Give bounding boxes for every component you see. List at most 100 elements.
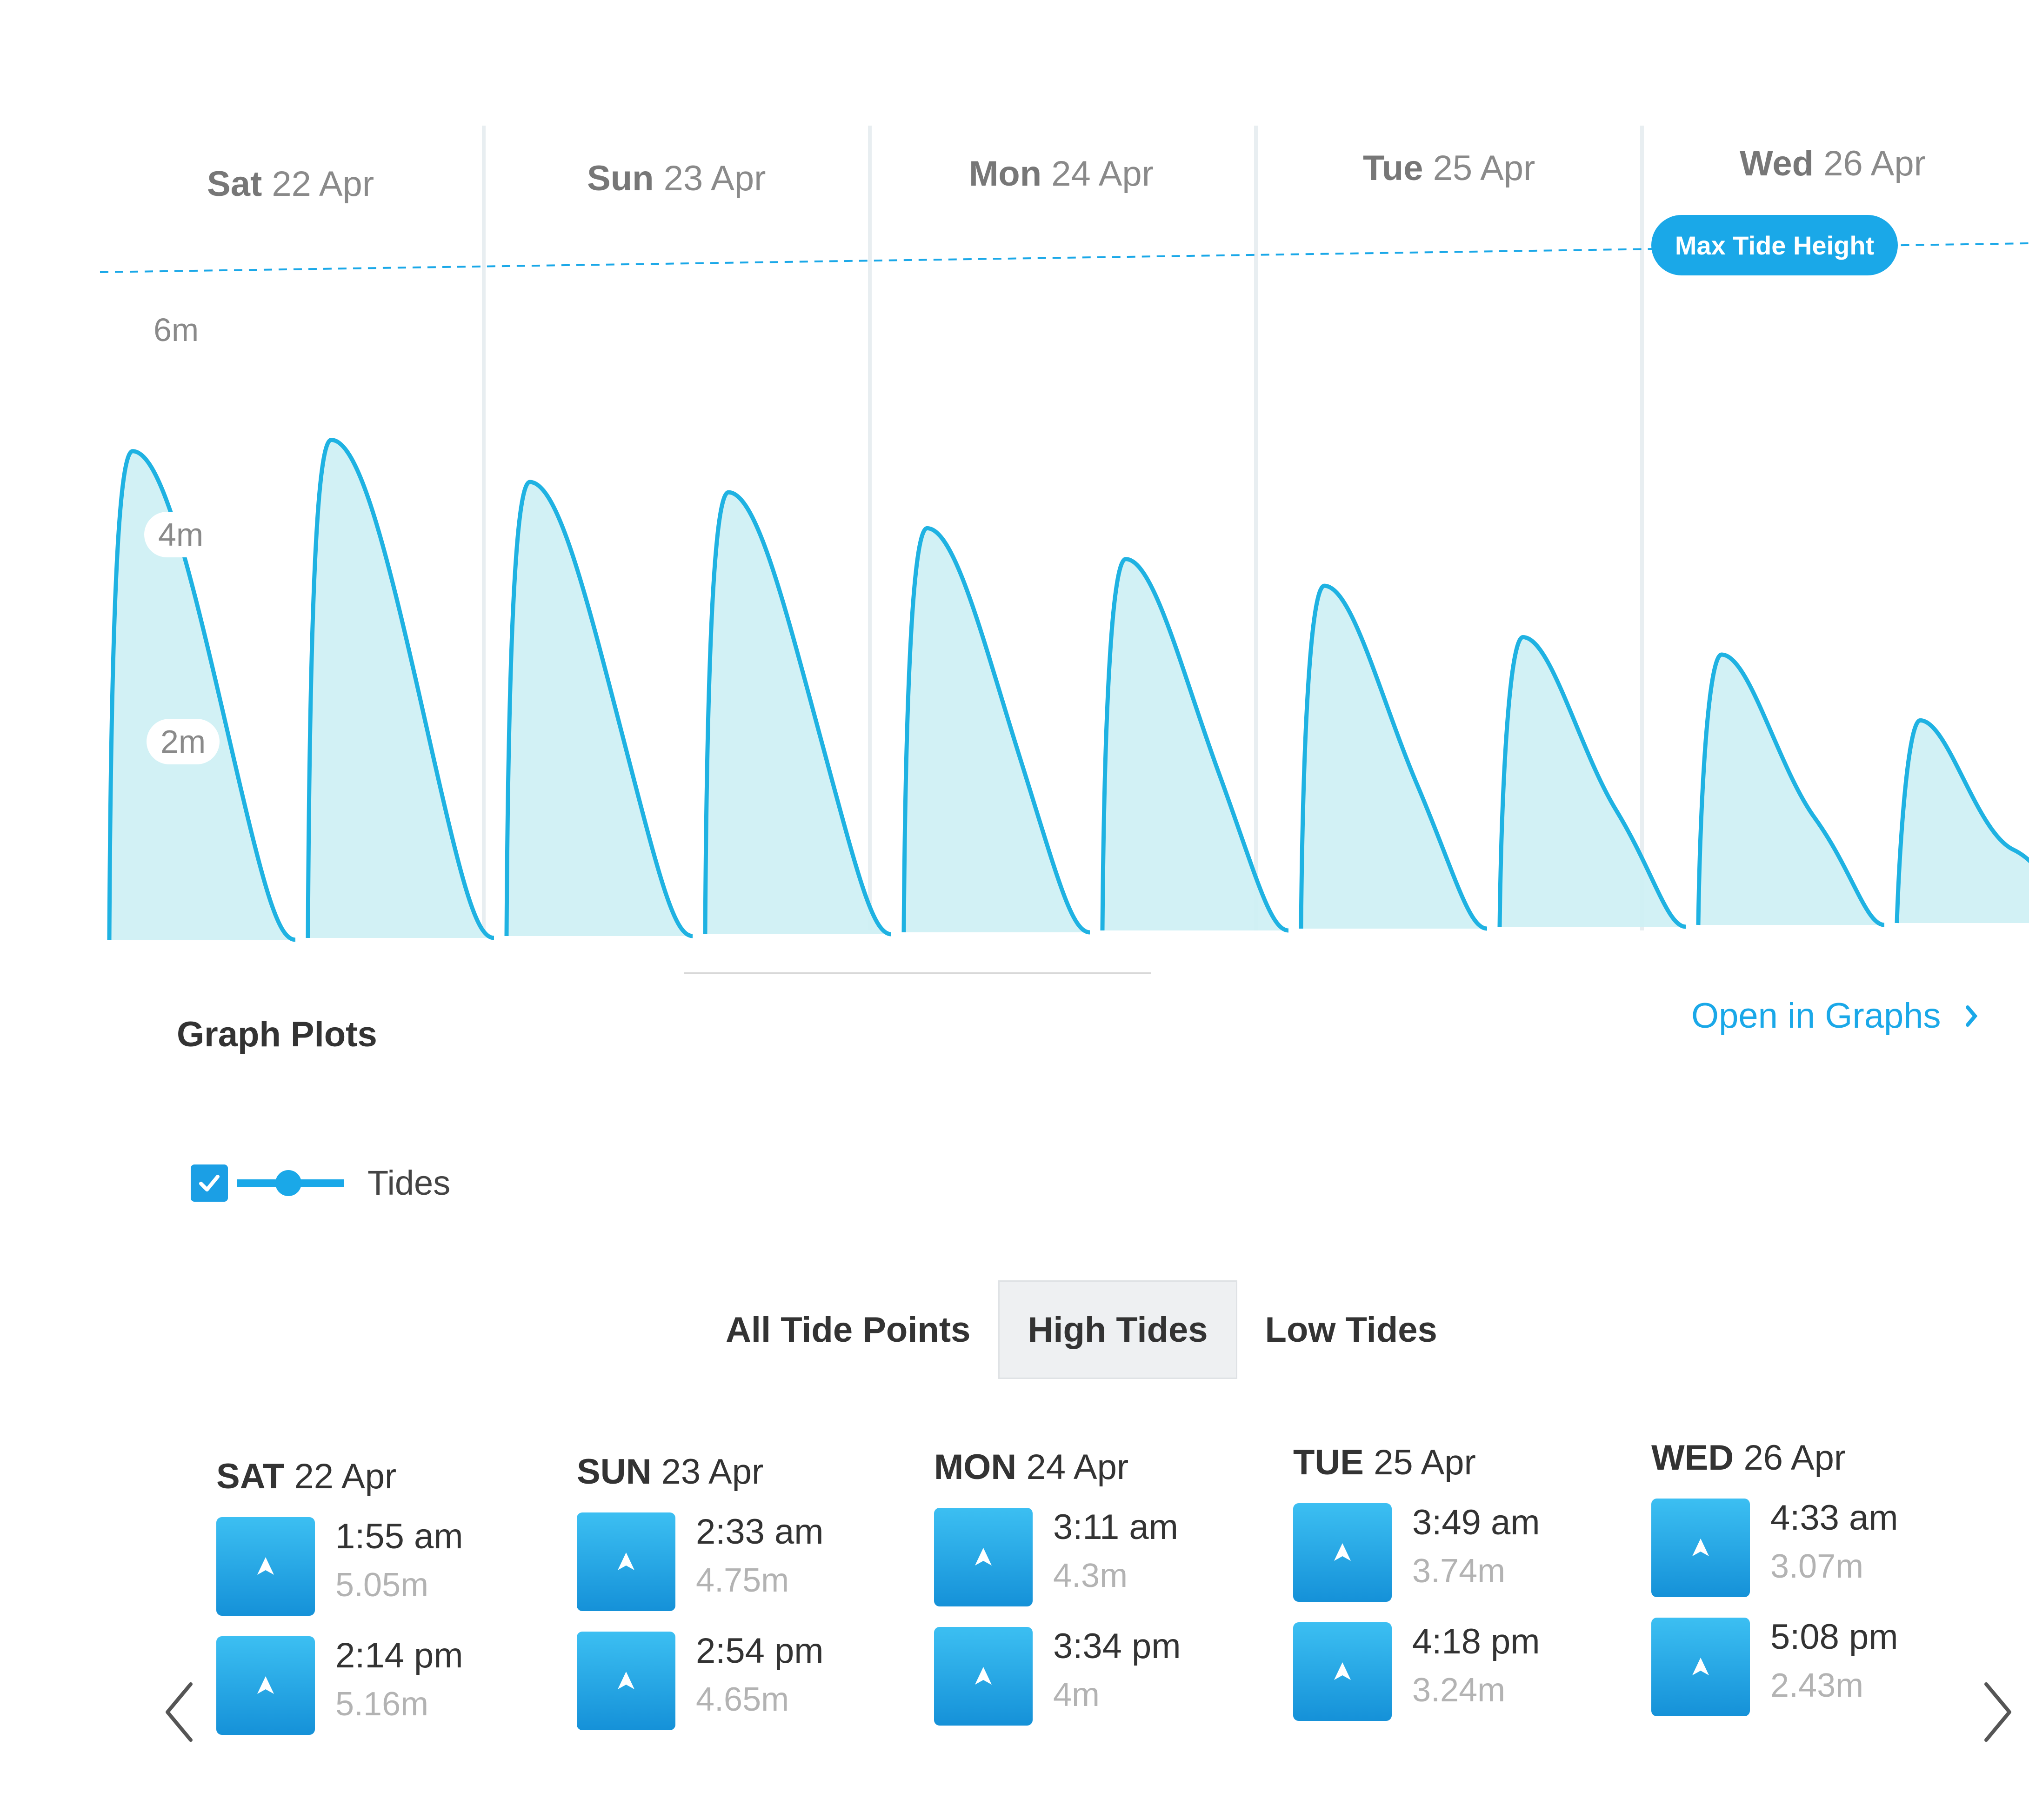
tide-entry: 1:55 am 5.05m <box>216 1517 542 1616</box>
tab-low-tides[interactable]: Low Tides <box>1265 1310 1437 1350</box>
tide-height: 5.05m <box>335 1566 429 1604</box>
day-column-dow: WED <box>1651 1438 1734 1478</box>
high-tide-button[interactable] <box>934 1508 1033 1606</box>
arrow-up-icon <box>618 1672 634 1689</box>
tide-area <box>1500 637 1686 927</box>
tide-height: 2.43m <box>1770 1666 1864 1704</box>
y-tick-4m: 4m <box>144 512 218 557</box>
max-tide-height-badge: Max Tide Height <box>1651 215 1898 275</box>
arrow-up-icon <box>618 1552 634 1570</box>
legend-tides: Tides <box>191 1163 450 1203</box>
tide-line <box>1299 583 1488 931</box>
arrow-up-icon <box>1334 1543 1351 1561</box>
tide-time: 1:55 am <box>335 1517 463 1556</box>
tide-area <box>904 528 1090 932</box>
tide-entry: 4:33 am 3.07m <box>1651 1499 1977 1597</box>
tide-entry: 4:18 pm 3.24m <box>1293 1622 1619 1721</box>
day-column-tue: TUE 25 Apr 3:49 am 3.74m 4:18 pm 3.24m <box>1293 1442 1619 1721</box>
tide-line <box>703 490 892 937</box>
day-column-date: 25 Apr <box>1374 1443 1476 1482</box>
tide-height: 4.65m <box>696 1680 789 1718</box>
day-header-date: 25 Apr <box>1433 148 1535 188</box>
high-tide-button[interactable] <box>577 1632 675 1730</box>
high-tide-button[interactable] <box>577 1512 675 1611</box>
tide-line <box>504 480 693 938</box>
chevron-left-icon <box>166 1682 193 1742</box>
high-tide-button[interactable] <box>1651 1618 1750 1716</box>
tide-entry: 2:33 am 4.75m <box>577 1512 902 1611</box>
tide-time: 4:33 am <box>1770 1498 1898 1538</box>
tide-area <box>308 440 494 938</box>
tide-entry: 3:49 am 3.74m <box>1293 1503 1619 1602</box>
arrow-up-icon <box>1692 1658 1709 1675</box>
open-in-graphs-label: Open in Graphs <box>1691 996 1941 1036</box>
y-tick-6m: 6m <box>140 307 213 353</box>
arrow-up-icon <box>975 1667 992 1685</box>
tide-line <box>107 449 296 942</box>
high-tide-button[interactable] <box>216 1636 315 1735</box>
day-column-dow: TUE <box>1293 1443 1364 1482</box>
chevron-right-icon <box>1984 1682 2011 1742</box>
day-column-dow: MON <box>934 1447 1017 1487</box>
high-tide-button[interactable] <box>216 1517 315 1616</box>
day-header-dow: Tue <box>1363 148 1423 188</box>
chart-areas <box>109 440 2029 940</box>
day-header-date: 23 Apr <box>663 159 766 198</box>
high-tide-button[interactable] <box>1293 1622 1392 1721</box>
chevron-right-icon <box>1965 996 1979 1036</box>
day-header-date: 24 Apr <box>1051 154 1154 194</box>
day-column-wed: WED 26 Apr 4:33 am 3.07m 5:08 pm 2.43m <box>1651 1438 1977 1716</box>
arrow-up-icon <box>1692 1539 1709 1556</box>
day-header-dow: Wed <box>1740 144 1814 183</box>
tide-info: 3:11 am 4.3m <box>1053 1508 1178 1592</box>
tide-area <box>1897 720 2029 923</box>
tide-time: 2:33 am <box>696 1512 824 1552</box>
tide-info: 2:54 pm 4.65m <box>696 1632 824 1716</box>
tab-all-tide-points[interactable]: All Tide Points <box>726 1310 971 1350</box>
tide-height: 4.3m <box>1053 1557 1128 1594</box>
day-column-dow: SAT <box>216 1457 285 1496</box>
arrow-up-icon <box>257 1676 274 1694</box>
day-header-sun: Sun 23 Apr <box>587 158 766 199</box>
next-button[interactable] <box>1972 1666 2028 1759</box>
legend-label: Tides <box>367 1164 451 1202</box>
day-column-sat: SAT 22 Apr 1:55 am 5.05m 2:14 pm 5.16m <box>216 1456 542 1735</box>
tide-area <box>1102 559 1288 930</box>
day-header-dow: Mon <box>969 154 1042 194</box>
tides-checkbox[interactable] <box>191 1164 228 1202</box>
high-tide-button[interactable] <box>934 1627 1033 1726</box>
chart-grid <box>482 126 1644 930</box>
day-column-mon: MON 24 Apr 3:11 am 4.3m 3:34 pm 4m <box>934 1447 1260 1726</box>
tide-entry: 2:54 pm 4.65m <box>577 1632 902 1730</box>
tide-chart <box>100 126 2029 942</box>
open-in-graphs-link[interactable]: Open in Graphs <box>1691 996 1979 1036</box>
tide-info: 2:14 pm 5.16m <box>335 1636 463 1721</box>
day-column-title: MON 24 Apr <box>934 1447 1260 1487</box>
tide-time: 5:08 pm <box>1770 1617 1898 1657</box>
tide-line <box>1696 652 1885 927</box>
tide-entry: 3:34 pm 4m <box>934 1627 1260 1726</box>
tide-time: 3:49 am <box>1412 1503 1540 1542</box>
chart-lines <box>107 437 2029 942</box>
prev-button[interactable] <box>149 1666 205 1759</box>
tide-info: 3:49 am 3.74m <box>1412 1503 1540 1588</box>
tide-time: 4:18 pm <box>1412 1622 1540 1661</box>
tide-time: 3:11 am <box>1053 1507 1178 1547</box>
tide-area <box>705 492 891 934</box>
tide-info: 2:33 am 4.75m <box>696 1512 824 1597</box>
tide-time: 2:14 pm <box>335 1636 463 1675</box>
tide-height: 3.74m <box>1412 1552 1506 1590</box>
tide-area <box>507 482 693 936</box>
day-header-dow: Sun <box>587 159 654 198</box>
day-header-dow: Sat <box>207 164 262 204</box>
tide-entry: 2:14 pm 5.16m <box>216 1636 542 1735</box>
day-column-title: SUN 23 Apr <box>577 1452 902 1492</box>
tab-high-tides[interactable]: High Tides <box>998 1280 1237 1379</box>
day-column-date: 22 Apr <box>294 1457 397 1496</box>
tide-area <box>1301 586 1487 929</box>
tide-line <box>1497 635 1686 929</box>
high-tide-button[interactable] <box>1651 1499 1750 1597</box>
day-header-sat: Sat 22 Apr <box>207 164 374 204</box>
tide-entry: 3:11 am 4.3m <box>934 1508 1260 1606</box>
high-tide-button[interactable] <box>1293 1503 1392 1602</box>
